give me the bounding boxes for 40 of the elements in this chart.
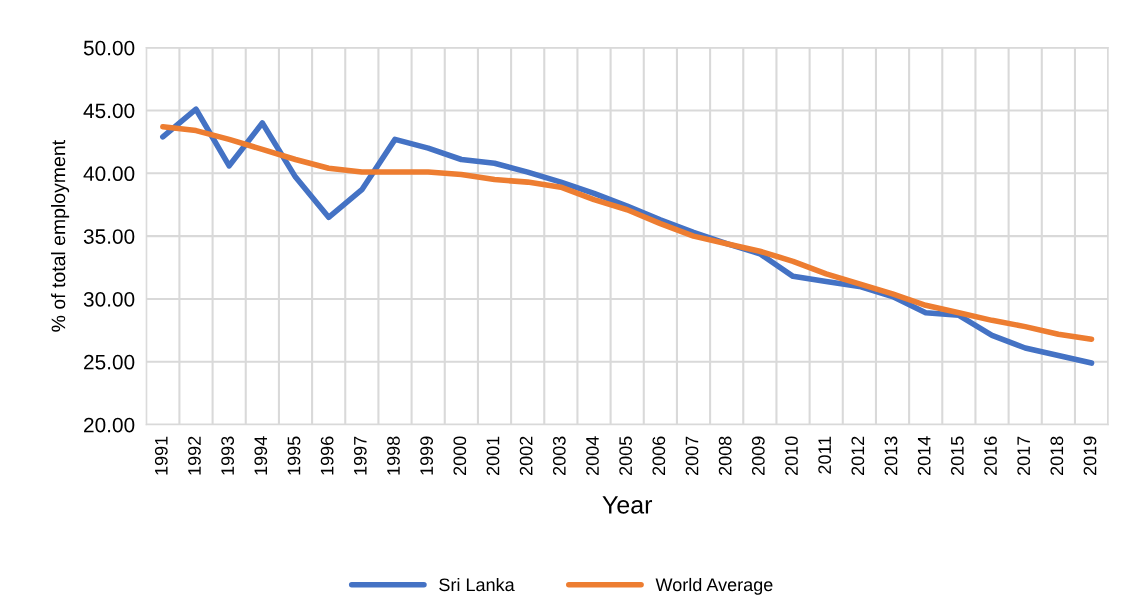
x-tick-label: 2000	[453, 436, 467, 476]
x-tick-label: 1994	[254, 436, 268, 475]
x-tick-label: 2013	[884, 436, 898, 476]
x-tick-label: 1996	[320, 436, 334, 475]
x-tick-label: 2018	[1050, 436, 1064, 476]
y-tick-label: 50.00	[83, 40, 135, 56]
x-tick-label: 2017	[1017, 436, 1031, 476]
x-tick-label: 2007	[685, 436, 699, 476]
legend-label: Sri Lanka	[439, 577, 515, 592]
legend-label: World Average	[655, 577, 773, 595]
x-tick-label: 2003	[552, 436, 566, 476]
x-tick-label: 2012	[851, 436, 865, 476]
x-axis-title: Year	[602, 496, 653, 514]
x-tick-label: 2010	[785, 436, 798, 476]
x-tick-label: 1997	[353, 436, 367, 475]
y-tick-label: 20.00	[84, 417, 135, 433]
x-tick-label: 2019	[1083, 436, 1097, 476]
x-tick-label: 2015	[950, 436, 964, 476]
x-tick-label: 2005	[619, 436, 633, 476]
x-tick-label: 2009	[751, 436, 765, 476]
y-tick-label: 35.00	[83, 229, 135, 244]
x-tick-label: 2002	[519, 436, 533, 476]
x-tick-label: 2014	[917, 436, 931, 476]
x-tick-label: 1998	[387, 436, 400, 475]
x-tick-label: 2006	[652, 436, 666, 476]
x-tick-label: 1993	[221, 436, 235, 475]
x-tick-label: 2001	[486, 436, 500, 476]
y-axis-title: % of total employment	[51, 140, 70, 332]
y-tick-label: 30.00	[83, 291, 135, 307]
y-tick-label: 25.00	[84, 354, 135, 370]
y-tick-label: 40.00	[83, 166, 135, 182]
x-tick-label: 1995	[287, 436, 301, 475]
y-tick-label: 45.00	[83, 103, 135, 119]
x-tick-label: 2016	[984, 436, 997, 476]
x-tick-label: 2011	[818, 436, 832, 474]
x-tick-label: 1991	[154, 436, 168, 475]
x-tick-label: 2004	[586, 436, 599, 476]
x-tick-label: 2008	[718, 436, 732, 476]
x-tick-label: 1992	[188, 436, 201, 475]
x-tick-label: 1999	[420, 436, 434, 475]
